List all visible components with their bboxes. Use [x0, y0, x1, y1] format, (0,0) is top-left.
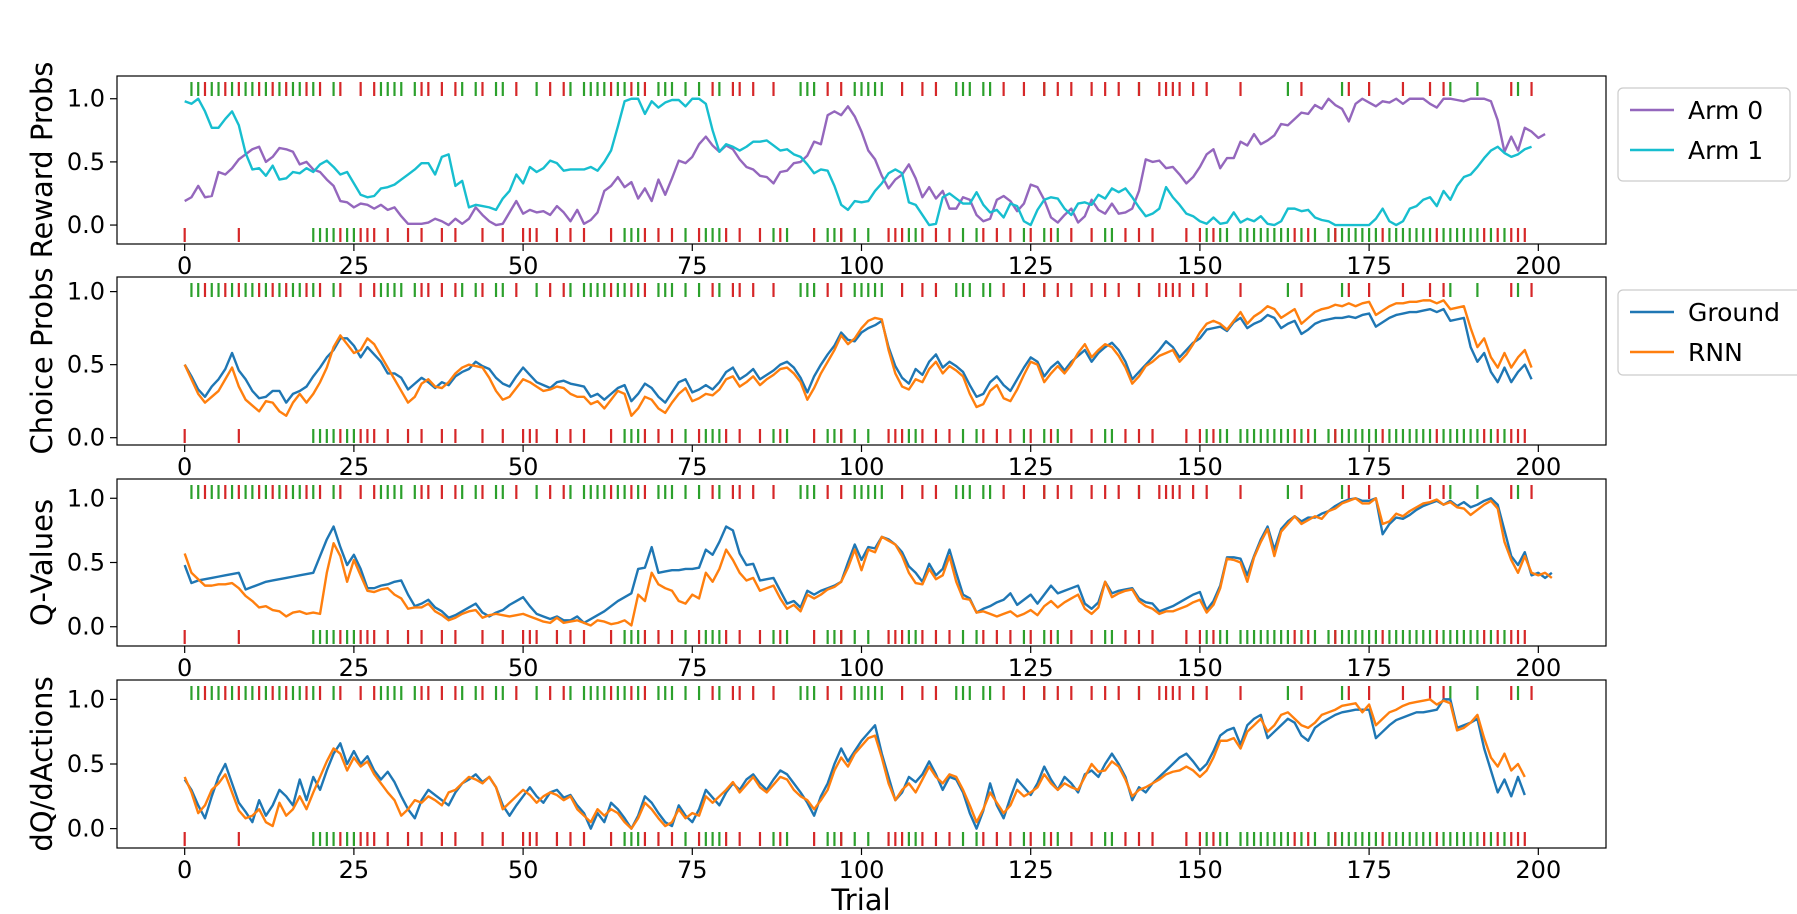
x-tick-label: 25 — [339, 654, 370, 682]
series-line-arm-1 — [184, 97, 1532, 227]
axes-frame — [116, 679, 1607, 849]
x-tick-label: 0 — [177, 654, 192, 682]
x-tick-label: 75 — [677, 654, 708, 682]
y-axis-label: dQ/dActions — [25, 676, 59, 851]
x-axis-label: Trial — [830, 883, 890, 914]
legend-label-arm-1: Arm 1 — [1688, 136, 1763, 165]
panel-choice-probs: 0.0 0.5 1.0 0 25 50 75 100 125 150 175 200 Choice Pr… — [25, 268, 1797, 481]
y-tick-label: 1.0 — [67, 278, 105, 306]
x-tick-label: 150 — [1177, 856, 1223, 884]
x-tick-label: 150 — [1177, 252, 1223, 280]
x-tick-label: 125 — [1008, 654, 1054, 682]
x-tick-label: 175 — [1346, 856, 1392, 884]
x-tick-label: 200 — [1515, 453, 1561, 481]
x-tick-label: 175 — [1346, 453, 1392, 481]
legend: Ground RNN — [1617, 289, 1797, 376]
x-tick-label: 0 — [177, 252, 192, 280]
x-tick-label: 75 — [677, 252, 708, 280]
x-tick-label: 50 — [508, 252, 539, 280]
y-tick-label: 0.0 — [67, 211, 105, 239]
y-axis-label: Choice Probs — [25, 268, 59, 455]
panel-dq-dactions: 0.0 0.5 1.0 0 25 50 75 100 125 150 175 200 dQ/dActio… — [25, 676, 1607, 884]
y-tick-label: 0.0 — [67, 613, 105, 641]
x-tick-label: 0 — [177, 856, 192, 884]
x-tick-label: 50 — [508, 856, 539, 884]
x-tick-label: 200 — [1515, 654, 1561, 682]
panel-reward-probs: 0.0 0.5 1.0 0 25 50 75 100 125 150 175 200 Reward Pr… — [25, 62, 1791, 280]
axes-frame — [116, 478, 1607, 647]
x-tick-label: 25 — [339, 252, 370, 280]
x-tick-label: 75 — [677, 453, 708, 481]
y-axis-label: Reward Probs — [25, 62, 59, 259]
x-tick-label: 125 — [1008, 252, 1054, 280]
y-axis-label: Q-Values — [25, 499, 59, 626]
y-tick-label: 1.0 — [67, 85, 105, 113]
x-tick-label: 100 — [839, 453, 885, 481]
series-line-rnn — [183, 698, 1526, 830]
series-line-rnn — [183, 497, 1553, 627]
x-tick-label: 25 — [339, 856, 370, 884]
y-tick-label: 0.5 — [67, 549, 105, 577]
x-tick-label: 200 — [1515, 252, 1561, 280]
legend-label-rnn: RNN — [1688, 338, 1743, 367]
y-tick-label: 1.0 — [67, 685, 105, 713]
series-line-ground — [183, 698, 1526, 830]
x-tick-label: 150 — [1177, 654, 1223, 682]
x-tick-label: 50 — [508, 654, 539, 682]
y-tick-label: 1.0 — [67, 484, 105, 512]
series-line-ground — [183, 497, 1553, 625]
y-tick-label: 0.0 — [67, 424, 105, 452]
y-tick-label: 0.5 — [67, 148, 105, 176]
x-tick-label: 125 — [1008, 453, 1054, 481]
axes-frame — [116, 276, 1607, 446]
x-tick-label: 50 — [508, 453, 539, 481]
x-tick-label: 150 — [1177, 453, 1223, 481]
x-tick-label: 100 — [839, 252, 885, 280]
legend-label-arm-0: Arm 0 — [1688, 96, 1763, 125]
y-tick-label: 0.5 — [67, 351, 105, 379]
series-line-rnn — [183, 299, 1533, 417]
x-tick-label: 0 — [177, 453, 192, 481]
x-tick-label: 75 — [677, 856, 708, 884]
series-line-ground — [183, 307, 1533, 404]
y-tick-label: 0.0 — [67, 815, 105, 843]
x-tick-label: 175 — [1346, 654, 1392, 682]
x-tick-label: 125 — [1008, 856, 1054, 884]
x-tick-label: 175 — [1346, 252, 1392, 280]
x-tick-label: 25 — [339, 453, 370, 481]
y-tick-label: 0.5 — [67, 750, 105, 778]
chart-panels: 0.0 0.5 1.0 0 25 50 75 100 125 150 175 200 Reward Pr… — [25, 62, 1797, 884]
x-tick-label: 200 — [1515, 856, 1561, 884]
legend-label-ground: Ground — [1688, 298, 1780, 327]
series-line-arm-0 — [184, 97, 1546, 227]
panel-q-values: 0.0 0.5 1.0 0 25 50 75 100 125 150 175 200 Q-Values — [25, 478, 1607, 682]
x-tick-label: 100 — [839, 856, 885, 884]
legend: Arm 0 Arm 1 — [1617, 87, 1791, 182]
x-tick-label: 100 — [839, 654, 885, 682]
